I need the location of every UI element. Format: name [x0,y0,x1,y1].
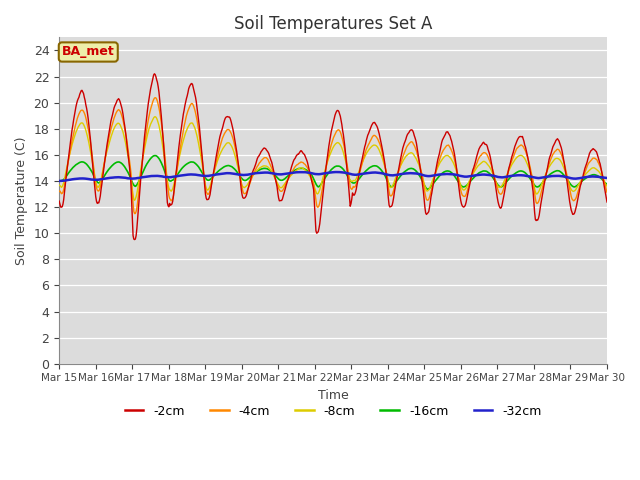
Legend: -2cm, -4cm, -8cm, -16cm, -32cm: -2cm, -4cm, -8cm, -16cm, -32cm [120,400,547,423]
Title: Soil Temperatures Set A: Soil Temperatures Set A [234,15,432,33]
Text: BA_met: BA_met [62,46,115,59]
X-axis label: Time: Time [317,389,348,402]
Y-axis label: Soil Temperature (C): Soil Temperature (C) [15,136,28,265]
